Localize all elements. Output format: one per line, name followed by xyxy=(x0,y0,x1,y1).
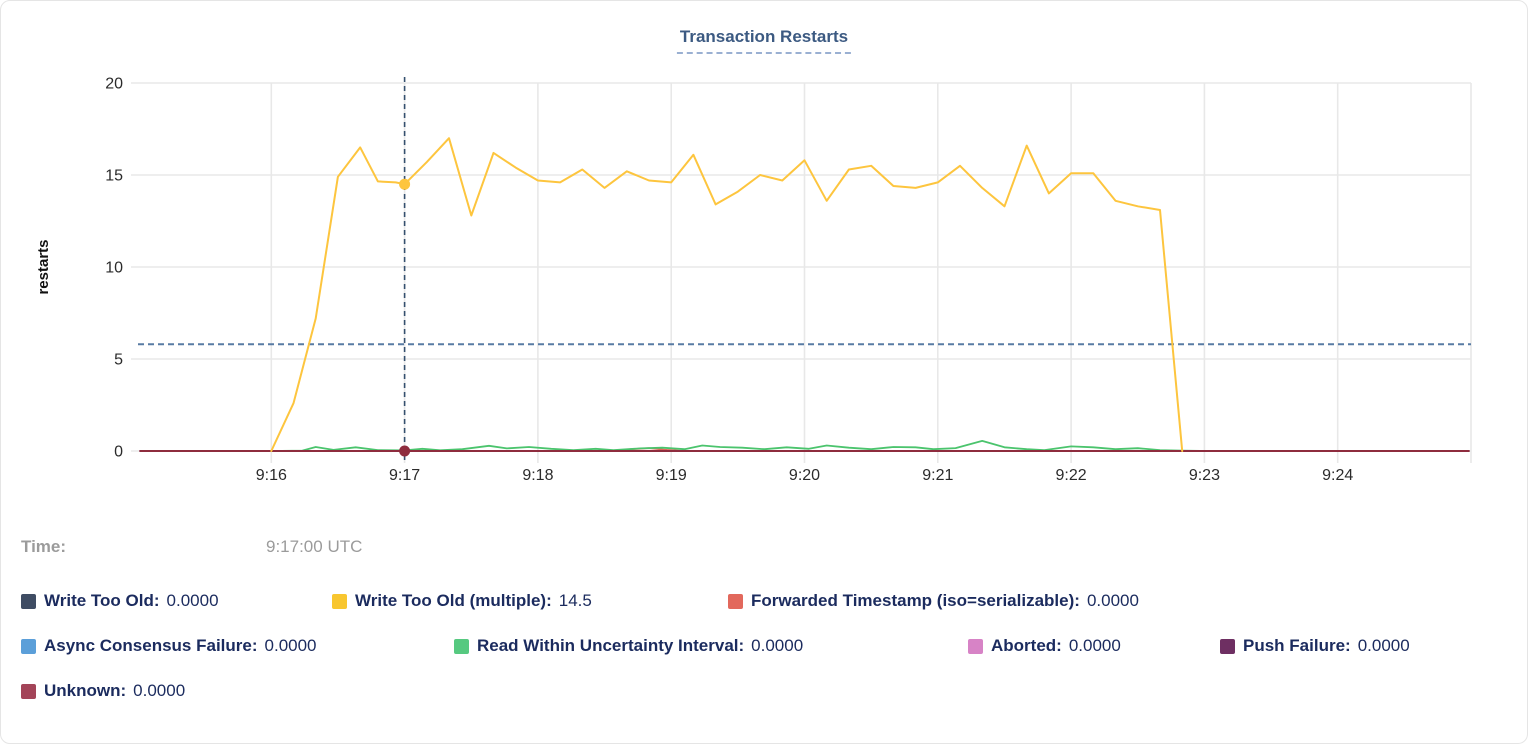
legend-label: Write Too Old (multiple): xyxy=(355,591,552,610)
x-axis-tick-label: 9:20 xyxy=(789,467,820,484)
x-axis-tick-label: 9:19 xyxy=(656,467,687,484)
legend-item-read-within-uncertainty-interval[interactable]: Read Within Uncertainty Interval: 0.0000 xyxy=(454,635,803,657)
legend-swatch-unknown xyxy=(21,683,36,699)
legend-value: 0.0000 xyxy=(751,636,804,655)
legend-label: Push Failure: xyxy=(1243,636,1351,655)
x-axis-tick-label: 9:17 xyxy=(389,467,420,484)
legend-item-write-too-old-multiple[interactable]: Write Too Old (multiple): 14.5 xyxy=(332,590,592,612)
y-axis-tick-label: 20 xyxy=(105,76,123,93)
y-axis-tick-label: 10 xyxy=(105,260,123,277)
legend-label: Unknown: xyxy=(44,681,127,700)
legend-swatch-write-too-old xyxy=(21,593,36,609)
legend-label: Aborted: xyxy=(991,636,1062,655)
legend-value: 0.0000 xyxy=(1068,636,1121,655)
tooltip-time-row: Time: 9:17:00 UTC xyxy=(1,537,1527,561)
crosshair-point xyxy=(399,445,411,457)
legend-swatch-push-failure xyxy=(1220,638,1235,654)
x-axis-tick-label: 9:18 xyxy=(522,467,553,484)
y-axis-tick-label: 15 xyxy=(105,168,123,185)
legend-value: 0.0000 xyxy=(166,591,219,610)
transaction-restarts-chart[interactable]: 0 5 10 15 20 9:16 9:17 9:18 9:19 9:20 9:21 9:22 9:23… xyxy=(1,1,1528,531)
legend-value: 14.5 xyxy=(558,591,592,610)
legend-value: 0.0000 xyxy=(133,681,186,700)
x-axis-tick-label: 9:24 xyxy=(1322,467,1353,484)
x-axis-tick-label: 9:23 xyxy=(1189,467,1220,484)
legend-label: Read Within Uncertainty Interval: xyxy=(477,636,745,655)
legend-value: 0.0000 xyxy=(1086,591,1139,610)
legend-label: Forwarded Timestamp (iso=serializable): xyxy=(751,591,1080,610)
legend-item-async-consensus-failure[interactable]: Async Consensus Failure: 0.0000 xyxy=(21,635,317,657)
tooltip-time-value: 9:17:00 UTC xyxy=(266,537,363,556)
legend-item-push-failure[interactable]: Push Failure: 0.0000 xyxy=(1220,635,1410,657)
legend-swatch-read-within-uncertainty-interval xyxy=(454,638,469,654)
legend-value: 0.0000 xyxy=(264,636,317,655)
legend-label: Write Too Old: xyxy=(44,591,160,610)
y-axis-tick-label: 0 xyxy=(114,444,123,461)
legend-swatch-aborted xyxy=(968,638,983,654)
legend-label: Async Consensus Failure: xyxy=(44,636,258,655)
legend-swatch-write-too-old-multiple xyxy=(332,593,347,609)
legend-swatch-async-consensus-failure xyxy=(21,638,36,654)
x-axis-tick-label: 9:22 xyxy=(1056,467,1087,484)
crosshair-point xyxy=(399,178,411,190)
legend-swatch-forwarded-timestamp-iso-serializable xyxy=(728,593,743,609)
series-line-read-within-uncertainty-interval xyxy=(270,439,1470,452)
chart-title[interactable]: Transaction Restarts xyxy=(676,27,852,54)
y-axis-tick-label: 5 xyxy=(114,352,123,369)
y-axis-title: restarts xyxy=(35,239,52,294)
legend-item-aborted[interactable]: Aborted: 0.0000 xyxy=(968,635,1121,657)
x-axis-tick-label: 9:21 xyxy=(922,467,953,484)
legend-item-forwarded-timestamp-iso-serializable[interactable]: Forwarded Timestamp (iso=serializable): 0… xyxy=(728,590,1139,612)
legend-item-write-too-old[interactable]: Write Too Old: 0.0000 xyxy=(21,590,219,612)
x-axis-tick-label: 9:16 xyxy=(256,467,287,484)
legend-value: 0.0000 xyxy=(1357,636,1410,655)
legend-item-unknown[interactable]: Unknown: 0.0000 xyxy=(21,680,185,702)
tooltip-time-label: Time: xyxy=(21,537,67,556)
